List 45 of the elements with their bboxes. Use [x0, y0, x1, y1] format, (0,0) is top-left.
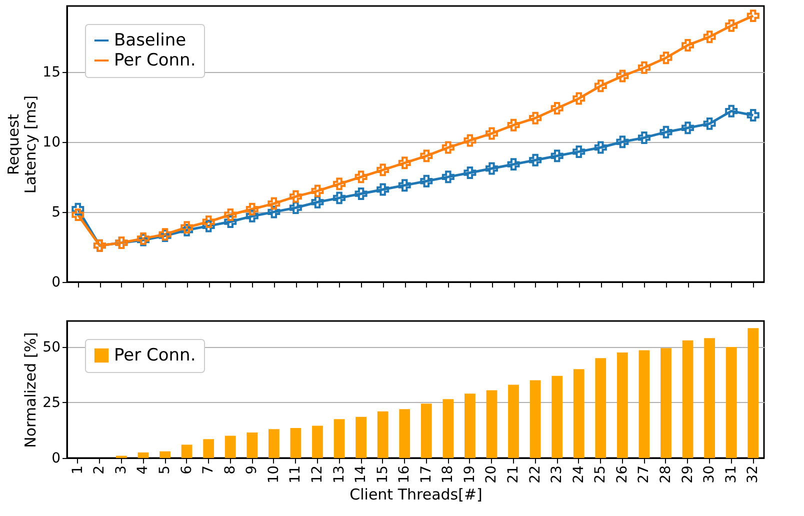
x-tick-label: 26 — [614, 465, 630, 484]
x-tick-label: 8 — [222, 466, 238, 474]
x-tick-label: 1 — [70, 466, 86, 474]
x-tick-label: 21 — [506, 466, 522, 484]
x-tick-label: 27 — [636, 466, 652, 484]
x-tick-label: 16 — [396, 465, 413, 484]
x-tick-label: 19 — [462, 466, 478, 484]
x-axis-title: Client Threads[#] — [350, 485, 482, 504]
x-tick-label: 10 — [266, 466, 282, 484]
y-tick-label: 50 — [42, 339, 60, 356]
y-axis-title: Normalized [%] — [22, 332, 40, 448]
x-tick-label: 25 — [592, 466, 609, 484]
x-tick-label: 12 — [309, 466, 326, 484]
legend-label: Baseline — [114, 30, 186, 50]
y-tick-label: 25 — [42, 394, 60, 411]
x-tick-label: 3 — [113, 466, 130, 474]
y-tick-label: 5 — [52, 204, 60, 220]
x-tick-label: 13 — [331, 466, 348, 484]
x-tick-label: 24 — [570, 465, 587, 484]
y-tick-label: 0 — [52, 450, 60, 466]
x-tick-label: 11 — [288, 466, 304, 484]
x-tick-label: 14 — [353, 465, 370, 484]
x-tick-label: 15 — [374, 466, 391, 484]
legend-label: Per Conn. — [114, 346, 196, 366]
x-tick-label: 22 — [527, 466, 544, 484]
x-tick-label: 23 — [549, 466, 566, 484]
x-tick-label: 31 — [723, 466, 740, 484]
x-tick-label: 28 — [658, 466, 674, 484]
x-tick-label: 18 — [440, 466, 456, 484]
x-tick-label: 20 — [484, 466, 500, 484]
x-tick-label: 6 — [178, 465, 195, 474]
y-tick-label: 15 — [42, 64, 60, 80]
y-tick-label: 10 — [42, 134, 60, 150]
x-tick-label: 32 — [745, 466, 762, 484]
x-tick-label: 29 — [680, 466, 696, 484]
x-tick-label: 7 — [200, 466, 217, 474]
x-tick-label: 9 — [244, 466, 260, 474]
x-tick-label: 2 — [92, 466, 108, 474]
x-tick-label: 17 — [418, 466, 434, 484]
y-axis-title: Request Latency [ms] — [4, 95, 40, 194]
y-tick-label: 0 — [52, 274, 60, 290]
legend-label: Per Conn. — [114, 50, 196, 70]
x-tick-label: 5 — [157, 466, 174, 474]
x-tick-label: 4 — [135, 465, 152, 474]
x-tick-label: 30 — [702, 466, 718, 484]
